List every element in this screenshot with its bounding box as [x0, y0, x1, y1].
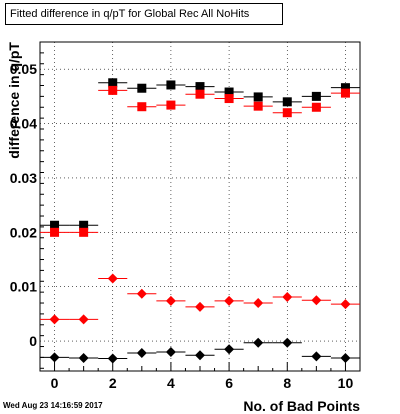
data-point-square [195, 82, 205, 92]
data-point-diamond [49, 314, 60, 325]
data-point-square [137, 83, 147, 93]
data-point-square [282, 108, 292, 118]
data-point-diamond [340, 299, 351, 310]
data-point-diamond [107, 353, 118, 364]
y-axis-label: difference in q/pT [6, 42, 22, 159]
data-point-square [224, 87, 234, 97]
data-point-diamond [136, 288, 147, 299]
chart-title: Fitted difference in q/pT for Global Rec… [10, 8, 250, 20]
x-tick-label: 10 [338, 375, 354, 391]
grid-lines [40, 42, 360, 371]
chart-title-box: Fitted difference in q/pT for Global Rec… [5, 3, 283, 25]
data-point-diamond [165, 346, 176, 357]
data-point-diamond [78, 352, 89, 363]
data-point-square [340, 88, 350, 98]
data-point-diamond [224, 295, 235, 306]
data-point-diamond [282, 292, 293, 303]
data-point-square [50, 220, 60, 230]
y-tick-label: 0 [29, 333, 37, 349]
data-point-square [224, 94, 234, 104]
data-point-square [253, 101, 263, 111]
y-tick-label: 0.04 [10, 116, 37, 132]
data-point-diamond [282, 337, 293, 348]
data-point-square [79, 220, 89, 230]
x-tick-label: 8 [283, 375, 291, 391]
data-point-square [108, 85, 118, 95]
y-tick-label: 0.01 [10, 279, 37, 295]
data-point-square [311, 91, 321, 101]
data-point-diamond [78, 314, 89, 325]
y-tick-label: 0.02 [10, 224, 37, 240]
data-point-diamond [165, 295, 176, 306]
data-point-diamond [49, 352, 60, 363]
data-point-square [253, 92, 263, 102]
y-tick-label: 0.03 [10, 170, 37, 186]
data-point-square [340, 83, 350, 93]
data-point-diamond [253, 298, 264, 309]
data-point-square [166, 100, 176, 110]
data-point-diamond [311, 351, 322, 362]
data-point-diamond [253, 337, 264, 348]
data-point-diamond [224, 344, 235, 355]
y-tick-label: 0.05 [10, 61, 37, 77]
x-tick-label: 0 [51, 375, 59, 391]
data-point-square [195, 89, 205, 99]
x-tick-label: 2 [109, 375, 117, 391]
data-point-diamond [195, 350, 205, 361]
data-markers [40, 78, 360, 364]
axis-ticks: 0 2 4 6 8 10 0 0.01 0.02 0.03 0.04 0.05 [10, 41, 361, 391]
data-point-square [137, 102, 147, 112]
x-tick-label: 6 [225, 375, 233, 391]
x-axis-label: No. of Bad Points [243, 398, 360, 414]
data-point-square [311, 102, 321, 112]
data-point-square [108, 78, 118, 88]
data-point-diamond [311, 295, 322, 306]
data-point-diamond [195, 301, 205, 312]
data-point-diamond [340, 352, 351, 363]
x-tick-label: 4 [167, 375, 175, 391]
timestamp: Wed Aug 23 14:16:59 2017 [3, 401, 103, 410]
data-point-diamond [107, 273, 118, 284]
data-point-square [282, 97, 292, 107]
data-point-square [79, 227, 89, 237]
data-point-square [166, 80, 176, 90]
data-point-square [50, 227, 60, 237]
data-point-diamond [136, 348, 147, 359]
